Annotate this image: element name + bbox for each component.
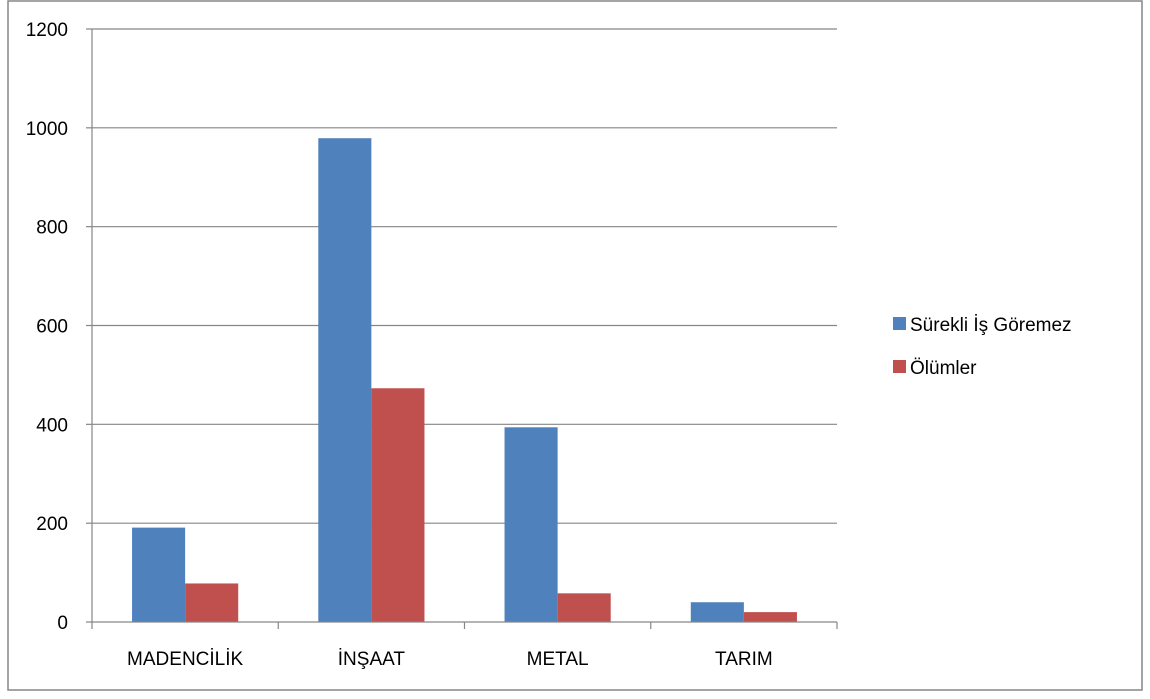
bars (132, 138, 797, 623)
y-tick-label: 600 (36, 317, 68, 338)
legend-label-olumler: Ölümler (910, 358, 977, 379)
x-tick-label: İNŞAAT (338, 649, 406, 670)
bar-olumler-3 (743, 612, 797, 622)
x-tick-label: METAL (527, 649, 589, 670)
y-tick-label: 0 (57, 613, 68, 634)
legend: Sürekli İş Göremez Ölümler (893, 315, 1072, 379)
y-tick-label: 400 (36, 415, 68, 436)
y-tick-labels: 0 200 400 600 800 1000 1200 (26, 20, 68, 634)
legend-swatch-olumler (893, 360, 906, 373)
y-tick-label: 200 (36, 514, 68, 535)
y-tick-label: 800 (36, 218, 68, 239)
bar-surekli-is-goremez-2 (504, 427, 558, 622)
bar-surekli-is-goremez-0 (132, 527, 186, 622)
bar-olumler-0 (185, 583, 239, 622)
gridlines (92, 28, 837, 524)
x-tick-label: MADENCİLİK (127, 649, 243, 670)
y-tick-label: 1200 (26, 20, 68, 41)
bar-olumler-1 (371, 388, 425, 622)
legend-label-surekli-is-goremez: Sürekli İş Göremez (910, 315, 1072, 336)
legend-swatch-surekli-is-goremez (893, 317, 906, 330)
chart-border (7, 0, 1143, 691)
axes (86, 28, 838, 629)
bar-surekli-is-goremez-1 (318, 138, 372, 623)
bar-surekli-is-goremez-3 (690, 602, 744, 622)
bar-olumler-2 (557, 593, 611, 622)
x-tick-label: TARIM (715, 649, 773, 670)
y-tick-label: 1000 (26, 119, 68, 140)
x-tick-labels: MADENCİLİK İNŞAAT METAL TARIM (127, 649, 773, 670)
